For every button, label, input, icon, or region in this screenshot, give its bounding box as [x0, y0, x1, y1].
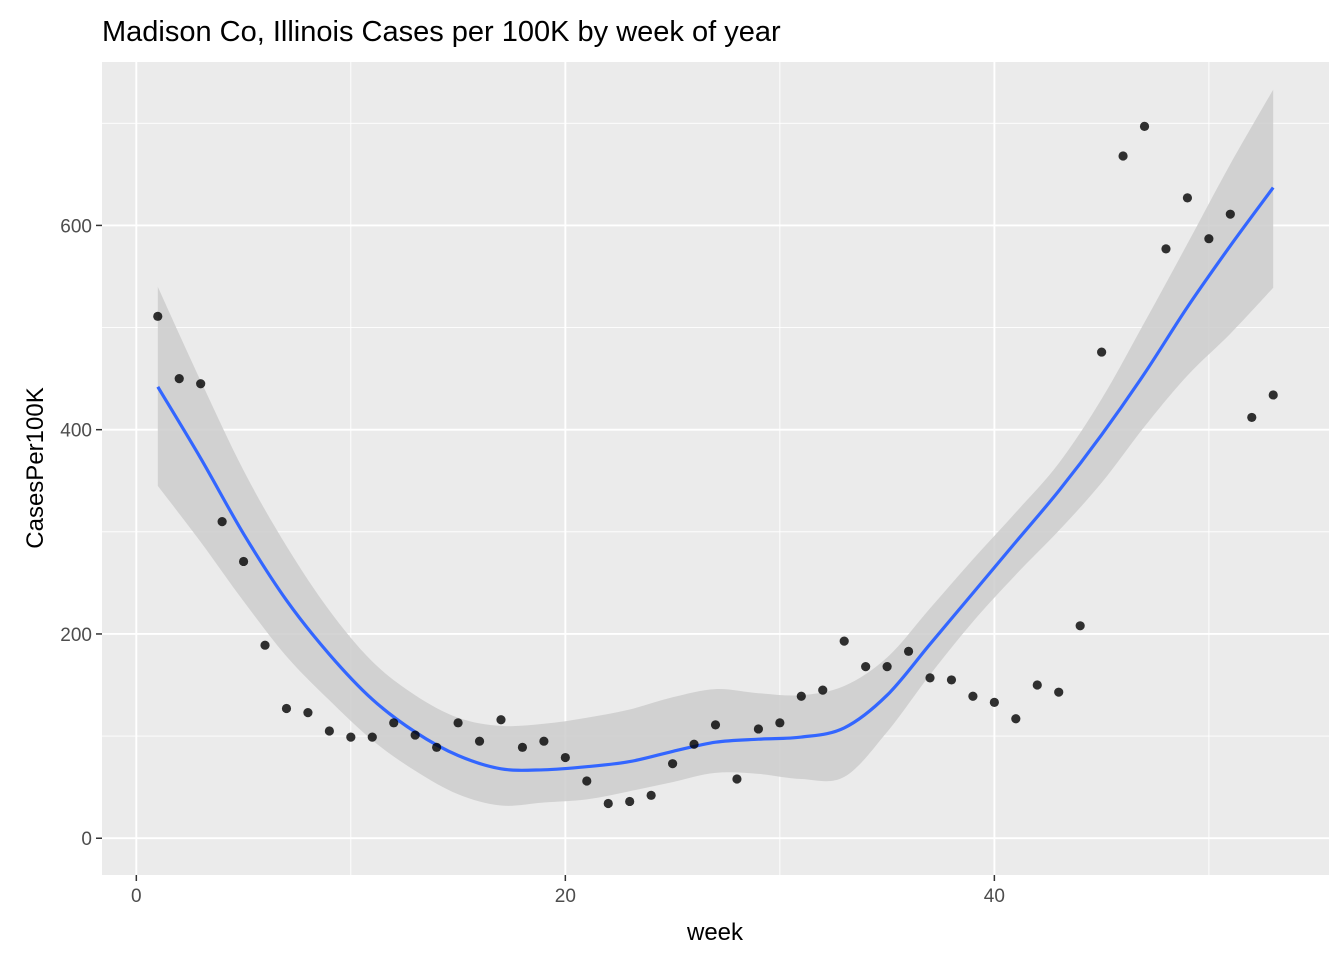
smooth-line [156, 186, 1275, 772]
y-axis-ticks: 0 200 400 600 [60, 216, 102, 850]
chart-title: Madison Co, Illinois Cases per 100K by w… [102, 16, 781, 48]
data-point [324, 726, 334, 736]
data-point [861, 662, 871, 672]
data-point [732, 774, 742, 784]
data-point [582, 776, 592, 786]
data-point [796, 691, 806, 701]
data-point [517, 742, 528, 752]
data-point [1225, 209, 1235, 219]
data-point [989, 697, 999, 707]
data-point [238, 556, 249, 567]
data-point [367, 732, 377, 742]
data-point [1182, 193, 1193, 203]
data-point [968, 691, 978, 701]
data-point [560, 752, 570, 763]
data-point [1268, 390, 1278, 400]
data-points-layer [153, 121, 1278, 809]
data-point [1054, 687, 1064, 697]
data-point [882, 662, 892, 672]
y-tick-label: 200 [60, 625, 92, 646]
data-point [1204, 234, 1214, 244]
data-point [196, 379, 206, 389]
data-point [410, 730, 420, 740]
x-tick-label: 0 [131, 886, 142, 907]
data-point [603, 798, 613, 809]
data-point [539, 736, 549, 746]
data-point [818, 685, 828, 695]
data-point [303, 708, 313, 718]
y-tick-label: 0 [81, 829, 92, 850]
x-tick-label: 40 [984, 886, 1005, 907]
data-point [946, 675, 957, 685]
data-point [689, 739, 699, 749]
major-gridlines [102, 62, 1329, 875]
y-tick-label: 600 [60, 216, 92, 237]
data-point [346, 732, 356, 742]
data-point [453, 718, 463, 728]
data-point [839, 636, 849, 646]
data-point [1139, 121, 1150, 131]
data-point [474, 736, 485, 746]
data-point [667, 759, 678, 769]
x-tick-label: 20 [555, 886, 576, 907]
y-tick-label: 400 [60, 421, 92, 442]
data-point [646, 790, 656, 800]
x-axis-ticks: 0 20 40 [131, 875, 1005, 907]
data-point [1011, 714, 1021, 724]
data-point [753, 724, 764, 734]
data-point [903, 646, 914, 656]
data-point [710, 720, 721, 730]
data-point [1075, 621, 1085, 631]
data-point [1032, 680, 1042, 690]
x-axis-title: week [686, 919, 744, 946]
data-point [925, 673, 935, 683]
data-point [1097, 347, 1107, 357]
data-point [625, 796, 635, 807]
data-point [496, 715, 506, 725]
data-point [1247, 412, 1257, 423]
data-point [153, 311, 163, 321]
data-point [260, 640, 270, 650]
y-axis-title: CasesPer100K [22, 387, 49, 548]
data-point [217, 517, 227, 527]
data-point [1118, 151, 1128, 161]
data-point [174, 374, 184, 384]
smooth-line-layer [156, 186, 1275, 772]
data-point [775, 718, 785, 728]
data-point [432, 742, 442, 752]
data-point [1161, 244, 1171, 254]
data-point [389, 718, 399, 728]
data-point [281, 703, 292, 714]
